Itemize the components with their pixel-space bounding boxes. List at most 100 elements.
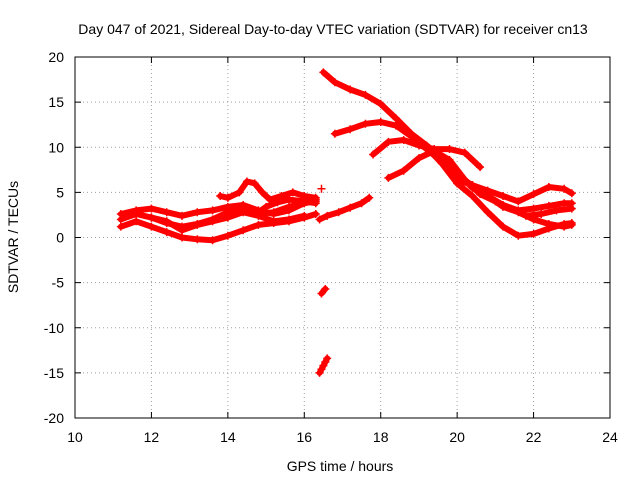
data-point [560,199,569,208]
data-point [529,190,538,199]
data-point [235,188,244,197]
data-point [552,206,561,215]
x-tick-label: 22 [526,429,542,445]
data-point [399,166,408,175]
y-tick-label: -10 [44,320,64,336]
data-point [273,198,282,207]
data-point [414,154,423,163]
data-point [445,155,454,164]
y-tick-label: -20 [44,410,64,426]
data-series-sat-i [317,284,330,298]
data-point [269,217,278,226]
data-point [468,181,477,190]
data-point [529,229,538,238]
data-point [239,226,248,235]
data-point [369,150,378,159]
data-point [262,202,271,211]
data-point [544,182,553,191]
y-tick-label: 15 [48,94,64,110]
data-point [147,204,156,213]
data-point [506,204,515,213]
data-point [483,186,492,195]
data-point [483,208,492,217]
y-tick-label: 0 [56,230,64,246]
data-point [399,136,408,145]
data-point [315,368,324,377]
data-point [365,193,374,202]
data-point [468,191,477,200]
data-point [499,191,507,200]
data-point [285,206,293,215]
plot-area [116,68,576,377]
data-series-sat-d [147,208,309,235]
data-point [529,204,538,213]
data-point [223,202,232,211]
x-tick-label: 20 [449,429,465,445]
data-point [269,210,278,219]
x-tick-label: 12 [144,429,160,445]
data-point [514,197,523,206]
x-axis-label: GPS time / hours [287,458,394,474]
data-point [437,159,446,168]
data-point [346,125,355,134]
data-series-sat-e [216,177,320,204]
y-tick-label: 5 [56,184,64,200]
chart-title: Day 047 of 2021, Sidereal Day-to-day VTE… [78,21,588,37]
data-point [514,231,523,240]
y-tick-label: -15 [44,365,64,381]
data-point [560,219,569,228]
data-point [521,211,530,220]
data-point [330,129,339,138]
data-point [300,211,309,220]
data-point [288,188,297,197]
data-point [323,354,332,363]
data-point [321,284,330,293]
x-tick-label: 16 [296,429,312,445]
data-point [254,220,263,229]
data-point [321,358,330,367]
data-point [311,210,320,219]
data-point [346,203,355,212]
data-point [560,184,569,193]
data-point [147,213,156,222]
data-point [239,208,248,217]
data-point [544,201,553,210]
x-tick-label: 10 [67,429,83,445]
data-point [300,197,309,206]
x-tick-label: 24 [602,429,618,445]
data-point [319,361,328,370]
data-point [250,179,259,188]
data-point [178,226,186,235]
data-point [317,289,326,298]
data-point [357,199,366,208]
data-point [422,143,431,152]
data-point [223,231,232,240]
data-point [317,365,326,374]
data-point [285,195,293,204]
data-point [361,90,370,99]
data-point [445,145,454,154]
data-point [315,215,324,224]
data-point [162,208,171,217]
data-point [544,224,553,233]
data-point [258,188,267,197]
data-point [193,235,202,244]
data-point [384,173,393,182]
data-point [216,191,225,200]
data-point [567,204,576,213]
data-point [407,132,416,141]
data-series-sat-f [254,195,320,217]
data-point [537,210,546,219]
data-point [567,189,576,198]
data-point [132,217,141,226]
data-point [567,219,576,228]
data-point [334,208,343,217]
data-point [317,184,326,193]
data-point [384,137,393,146]
data-point [254,208,263,217]
y-tick-label: 20 [48,49,64,65]
data-point [460,148,469,157]
data-point [132,206,141,215]
data-point [242,177,251,186]
